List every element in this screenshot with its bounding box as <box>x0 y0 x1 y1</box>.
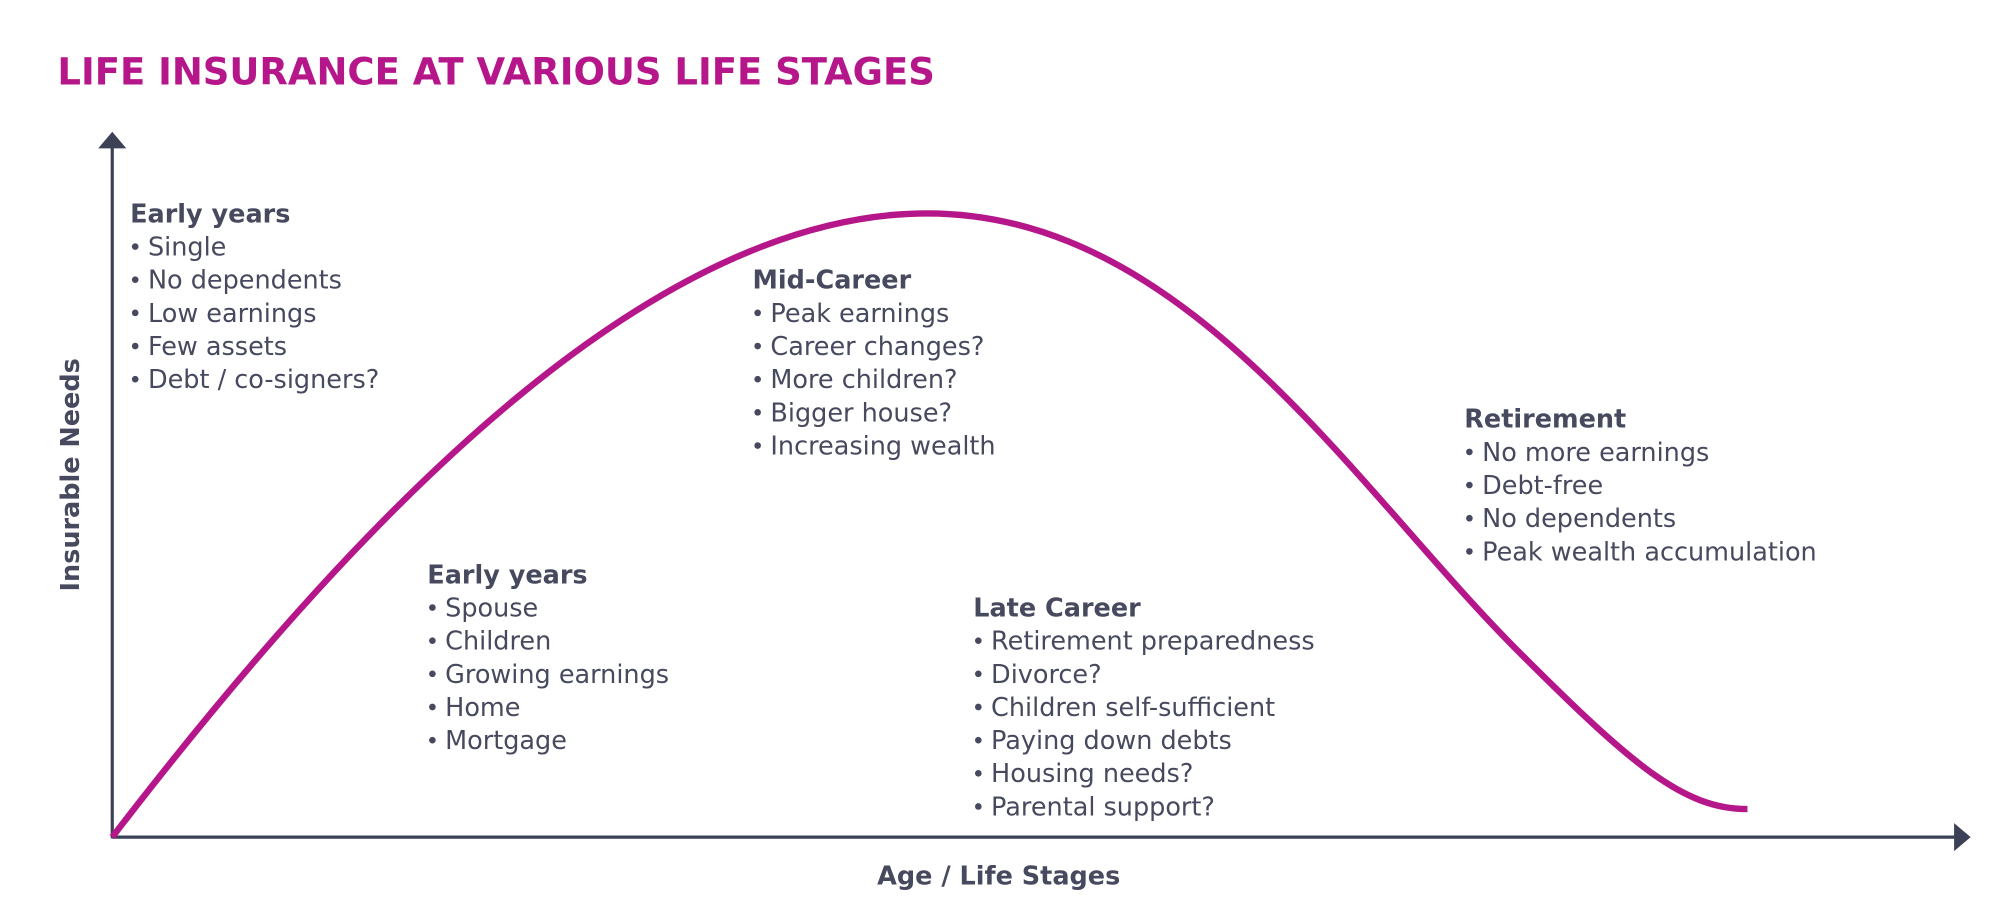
stage-item: More children? <box>770 365 957 395</box>
stage-heading: Early years <box>427 560 587 590</box>
bullet <box>1466 514 1473 522</box>
stage-item: Retirement preparedness <box>991 627 1315 657</box>
bullet <box>754 342 761 350</box>
stage-item: Parental support? <box>991 792 1215 822</box>
stage-item: Growing earnings <box>445 660 669 690</box>
bullet <box>429 703 436 711</box>
stage-item: Career changes? <box>770 332 984 362</box>
needs-curve <box>109 210 1748 840</box>
stage-item: Debt-free <box>1482 471 1603 501</box>
bullet <box>754 409 761 416</box>
stage-item: Few assets <box>148 332 287 362</box>
stage-item: Paying down debts <box>991 726 1232 756</box>
stage-item: Single <box>148 232 226 262</box>
stage-item: Bigger house? <box>770 398 952 428</box>
x-axis-label: Age / Life Stages <box>877 861 1120 891</box>
bullet <box>429 736 436 744</box>
bullet <box>975 803 982 810</box>
stage-heading: Late Career <box>973 593 1141 623</box>
stage-item: Home <box>445 693 520 723</box>
stage-item: Children <box>445 627 551 657</box>
bullet <box>975 770 982 777</box>
bullet <box>754 375 761 383</box>
stage-item: Housing needs? <box>991 759 1193 789</box>
bullet <box>754 309 761 317</box>
bullet <box>1466 448 1473 456</box>
bullet <box>975 736 982 744</box>
bullet <box>131 243 139 250</box>
stage-heading: Early years <box>130 199 290 229</box>
stage-heading: Retirement <box>1464 405 1626 435</box>
bullet <box>975 637 982 644</box>
bullet <box>429 670 436 678</box>
y-arrow <box>98 131 127 149</box>
title: LIFE INSURANCE AT VARIOUS LIFE STAGES <box>57 51 934 94</box>
bullet <box>131 342 139 350</box>
stage-item: Increasing wealth <box>770 431 995 461</box>
bullet <box>1466 481 1473 489</box>
bullet <box>429 604 436 611</box>
x-arrow <box>1954 823 1971 852</box>
bullet <box>1466 548 1473 555</box>
stage-item: Divorce? <box>991 660 1102 690</box>
stage-item: No more earnings <box>1482 438 1709 468</box>
stage-item: Mortgage <box>445 726 567 756</box>
stage-item: Debt / co-signers? <box>148 365 379 395</box>
bullet <box>131 375 139 383</box>
bullet <box>754 442 761 449</box>
y-axis-label: Insurable Needs <box>56 358 86 591</box>
stage-item: No dependents <box>148 266 342 296</box>
stage-item: Peak earnings <box>770 299 949 329</box>
stage-item: Low earnings <box>148 299 317 329</box>
bullet <box>131 309 139 317</box>
bullet <box>429 637 436 644</box>
stage-heading: Mid-Career <box>753 266 912 296</box>
bullet <box>975 670 982 678</box>
bullet <box>975 703 982 711</box>
bullet <box>131 276 139 284</box>
stage-item: Children self-sufficient <box>991 693 1275 723</box>
stage-item: Peak wealth accumulation <box>1482 537 1817 567</box>
stage-item: Spouse <box>445 593 538 623</box>
stage-item: No dependents <box>1482 504 1676 534</box>
